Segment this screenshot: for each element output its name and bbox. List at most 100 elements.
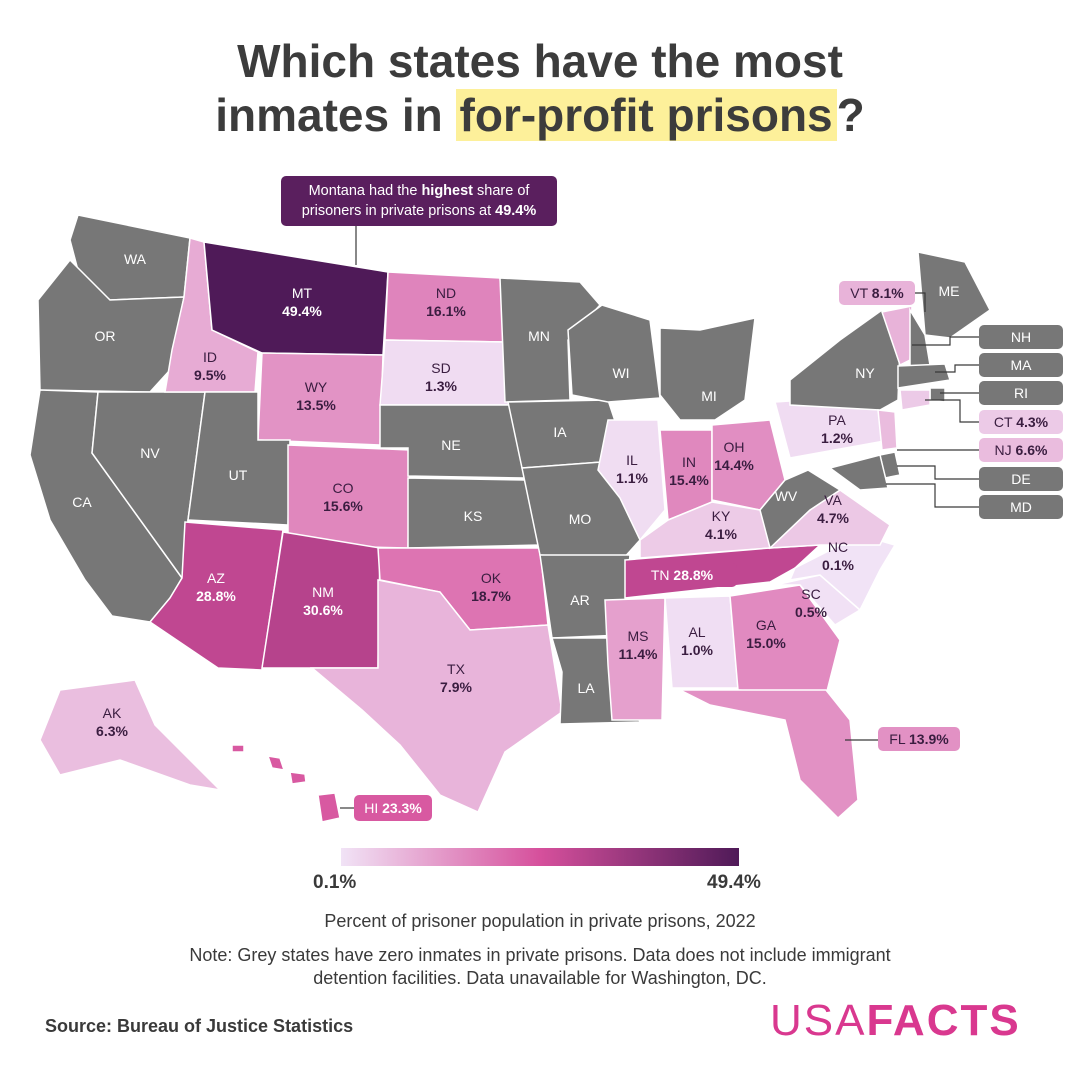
- state-abbr-ri: RI: [1014, 385, 1028, 401]
- state-abbr-or: OR: [95, 328, 116, 344]
- state-value-ak: 6.3%: [96, 723, 128, 739]
- montana-callout: Montana had the highest share of prisone…: [281, 176, 557, 226]
- state-abbr-ks: KS: [464, 508, 483, 524]
- state-abbr-ca: CA: [72, 494, 92, 510]
- state-tx: [309, 579, 563, 813]
- state-abbr-ky: KY: [712, 508, 731, 524]
- state-label-ut: UT: [229, 467, 248, 483]
- state-abbr-me: ME: [939, 283, 960, 299]
- state-abbr-ms: MS: [628, 628, 649, 644]
- state-label-wv: WV: [775, 488, 798, 504]
- state-value-id: 9.5%: [194, 367, 226, 383]
- state-label-or: OR: [95, 328, 116, 344]
- state-hi-part-3: [289, 771, 307, 785]
- state-ut: [187, 391, 291, 526]
- side-box-de: [979, 467, 1063, 491]
- legend-min-label: 0.1%: [313, 872, 357, 893]
- state-value-nm: 30.6%: [303, 602, 343, 618]
- state-label-az: AZ 28.8%: [196, 570, 236, 604]
- state-co: [287, 444, 411, 549]
- state-abbr-wy: WY: [305, 379, 328, 395]
- state-value-sc: 0.5%: [795, 604, 827, 620]
- state-abbr-az: AZ: [207, 570, 225, 586]
- state-label-ms: MS 11.4%: [619, 628, 658, 662]
- state-abbr-in: IN: [682, 454, 696, 470]
- logo-part-1: USA: [770, 996, 867, 1045]
- value-box-fl: [878, 727, 960, 751]
- leader-line-vt: [915, 292, 926, 312]
- state-value-ct: 4.3%: [1016, 414, 1048, 430]
- state-abbr-tx: TX: [447, 661, 466, 677]
- state-shapes: [29, 214, 991, 823]
- state-abbr-ct: CT: [994, 414, 1016, 430]
- state-nm: [261, 531, 381, 669]
- state-value-va: 4.7%: [817, 510, 849, 526]
- leader-line-ma: [935, 364, 979, 373]
- state-value-co: 15.6%: [323, 498, 363, 514]
- state-value-mt: 49.4%: [282, 303, 322, 319]
- state-value-sd: 1.3%: [425, 378, 457, 394]
- state-abbr-ga: GA: [756, 617, 777, 633]
- state-label-nm: NM 30.6%: [303, 584, 343, 618]
- state-label-mi: MI: [701, 388, 717, 404]
- state-label-ok: OK 18.7%: [471, 570, 511, 604]
- state-abbr-la: LA: [577, 680, 595, 696]
- state-abbr-de: DE: [1011, 471, 1030, 487]
- state-abbr-ma: MA: [1011, 357, 1033, 373]
- state-label-mn: MN: [528, 328, 550, 344]
- side-box-ma: [979, 353, 1063, 377]
- title-line-1: Which states have the most: [237, 35, 843, 87]
- legend-caption: Percent of prisoner population in privat…: [324, 911, 756, 931]
- state-wi: [567, 304, 661, 403]
- leader-lines: [340, 292, 979, 809]
- state-abbr-nc: NC: [828, 539, 848, 555]
- state-label-nc: NC 0.1%: [822, 539, 854, 573]
- state-abbr-va: VA: [824, 492, 842, 508]
- callout-text-1: Montana had the: [308, 183, 422, 199]
- title-line-2-prefix: inmates in: [215, 89, 456, 141]
- state-value-fl: 13.9%: [909, 731, 949, 747]
- state-label-ga: GA 15.0%: [746, 617, 786, 651]
- state-label-il: IL 1.1%: [616, 452, 648, 486]
- state-label-nd: ND 16.1%: [426, 285, 466, 319]
- value-box-vt: [839, 281, 915, 305]
- state-mi: [659, 317, 756, 421]
- box-label-hi: HI 23.3%: [364, 800, 422, 816]
- state-value-al: 1.0%: [681, 642, 713, 658]
- state-value-tn: 28.8%: [673, 567, 713, 583]
- state-abbr-md: MD: [1010, 499, 1032, 515]
- callout-text-2: share of: [473, 183, 530, 199]
- side-box-md: [979, 495, 1063, 519]
- state-abbr-ok: OK: [481, 570, 502, 586]
- state-value-oh: 14.4%: [714, 457, 754, 473]
- box-label-ct: CT 4.3%: [994, 414, 1049, 430]
- source-text: Source: Bureau of Justice Statistics: [45, 1016, 354, 1036]
- state-abbr-nh: NH: [1011, 329, 1031, 345]
- state-abbr-nm: NM: [312, 584, 334, 600]
- state-label-ks: KS: [464, 508, 483, 524]
- state-value-ky: 4.1%: [705, 526, 737, 542]
- state-label-wy: WY 13.5%: [296, 379, 336, 413]
- state-value-pa: 1.2%: [821, 430, 853, 446]
- callout-text-3: prisoners in private prisons at: [301, 203, 496, 219]
- state-abbr-mo: MO: [569, 511, 592, 527]
- state-label-pa: PA 1.2%: [821, 412, 853, 446]
- note-text: Note: Grey states have zero inmates in p…: [189, 945, 891, 988]
- state-abbr-ut: UT: [229, 467, 248, 483]
- state-ak: [39, 679, 223, 792]
- state-value-hi: 23.3%: [382, 800, 422, 816]
- state-label-ne: NE: [441, 437, 460, 453]
- state-value-ok: 18.7%: [471, 588, 511, 604]
- state-abbr-nv: NV: [140, 445, 160, 461]
- state-abbr-wi: WI: [612, 365, 629, 381]
- state-label-ar: AR: [570, 592, 589, 608]
- box-label-vt: VT 8.1%: [850, 285, 904, 301]
- usafacts-logo: USAFACTS: [770, 996, 1021, 1046]
- state-label-la: LA: [577, 680, 595, 696]
- state-value-ms: 11.4%: [619, 646, 658, 662]
- state-abbr-sc: SC: [801, 586, 820, 602]
- state-abbr-id: ID: [203, 349, 217, 365]
- state-abbr-nj: NJ: [995, 442, 1016, 458]
- state-value-vt: 8.1%: [872, 285, 904, 301]
